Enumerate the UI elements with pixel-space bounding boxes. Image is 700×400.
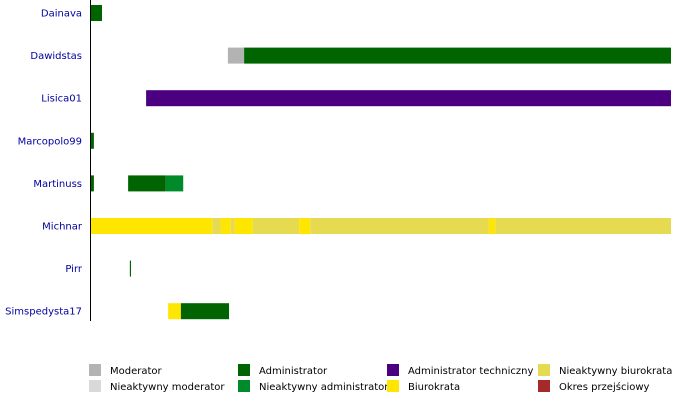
user-label-martinuss: Martinuss bbox=[33, 179, 82, 190]
timeline-bar-michnar-inactive-bureaucrat-13 bbox=[252, 218, 300, 234]
legend-swatch-transition-period bbox=[538, 380, 550, 392]
timeline-bar-martinuss-administrator-6 bbox=[128, 175, 166, 192]
timeline-bar-dawidstas-moderator-1 bbox=[227, 47, 245, 64]
legend-label-inactive-bureaucrat: Nieaktywny biurokrata bbox=[559, 366, 672, 377]
user-label-dainava: Dainava bbox=[41, 9, 82, 20]
timeline-bar-lisica01-technical-administrator-3 bbox=[146, 90, 672, 107]
timeline-bar-michnar-inactive-bureaucrat-11 bbox=[230, 218, 235, 234]
bars-layer bbox=[91, 5, 672, 320]
legend-swatch-inactive-administrator bbox=[238, 380, 250, 392]
legend-swatch-bureaucrat bbox=[387, 380, 399, 392]
timeline-bar-pirr-administrator-18 bbox=[129, 260, 132, 277]
legend-label-technical-administrator: Administrator techniczny bbox=[408, 366, 533, 377]
legend-swatch-inactive-bureaucrat bbox=[538, 364, 550, 376]
timeline-bar-dainava-administrator-0 bbox=[91, 5, 103, 21]
legend: Moderator Nieaktywny moderator Administrat… bbox=[89, 364, 672, 393]
timeline-bar-michnar-inactive-bureaucrat-9 bbox=[212, 218, 221, 234]
timeline-bar-dawidstas-administrator-2 bbox=[244, 47, 671, 64]
legend-swatch-inactive-moderator bbox=[89, 380, 101, 392]
timeline-bar-michnar-bureaucrat-12 bbox=[234, 218, 253, 234]
legend-swatch-technical-administrator bbox=[387, 364, 399, 376]
user-labels: Dainava Dawidstas Lisica01 Marcopolo99 Marti… bbox=[5, 9, 83, 318]
timeline-bar-simspedysta17-bureaucrat-19 bbox=[168, 303, 181, 320]
timeline-bar-michnar-inactive-bureaucrat-15 bbox=[310, 218, 489, 234]
user-label-michnar: Michnar bbox=[42, 222, 83, 233]
timeline-bar-michnar-inactive-bureaucrat-17 bbox=[495, 218, 671, 234]
legend-label-inactive-administrator: Nieaktywny administrator bbox=[259, 382, 389, 393]
legend-swatch-administrator bbox=[238, 364, 250, 376]
legend-label-transition-period: Okres przejściowy bbox=[559, 381, 650, 393]
legend-label-administrator: Administrator bbox=[259, 366, 328, 377]
user-label-dawidstas: Dawidstas bbox=[30, 51, 82, 62]
timeline-bar-michnar-bureaucrat-8 bbox=[91, 218, 213, 234]
legend-label-moderator: Moderator bbox=[110, 366, 163, 377]
timeline-bar-michnar-bureaucrat-16 bbox=[488, 218, 496, 234]
legend-label-bureaucrat: Biurokrata bbox=[408, 382, 460, 393]
user-label-pirr: Pirr bbox=[65, 264, 83, 275]
user-label-simspedysta17: Simspedysta17 bbox=[5, 307, 82, 318]
timeline-bar-martinuss-inactive-administrator-7 bbox=[165, 175, 184, 192]
user-label-marcopolo99: Marcopolo99 bbox=[18, 136, 82, 147]
timeline-bar-simspedysta17-administrator-20 bbox=[180, 303, 230, 320]
timeline-bar-martinuss-administrator-5 bbox=[91, 175, 94, 192]
legend-swatch-moderator bbox=[89, 364, 101, 376]
timeline-bar-marcopolo99-administrator-4 bbox=[91, 132, 94, 149]
timeline-bar-michnar-bureaucrat-10 bbox=[220, 218, 231, 234]
user-label-lisica01: Lisica01 bbox=[41, 94, 82, 105]
legend-label-inactive-moderator: Nieaktywny moderator bbox=[110, 382, 225, 393]
timeline-bar-michnar-bureaucrat-14 bbox=[299, 218, 311, 234]
